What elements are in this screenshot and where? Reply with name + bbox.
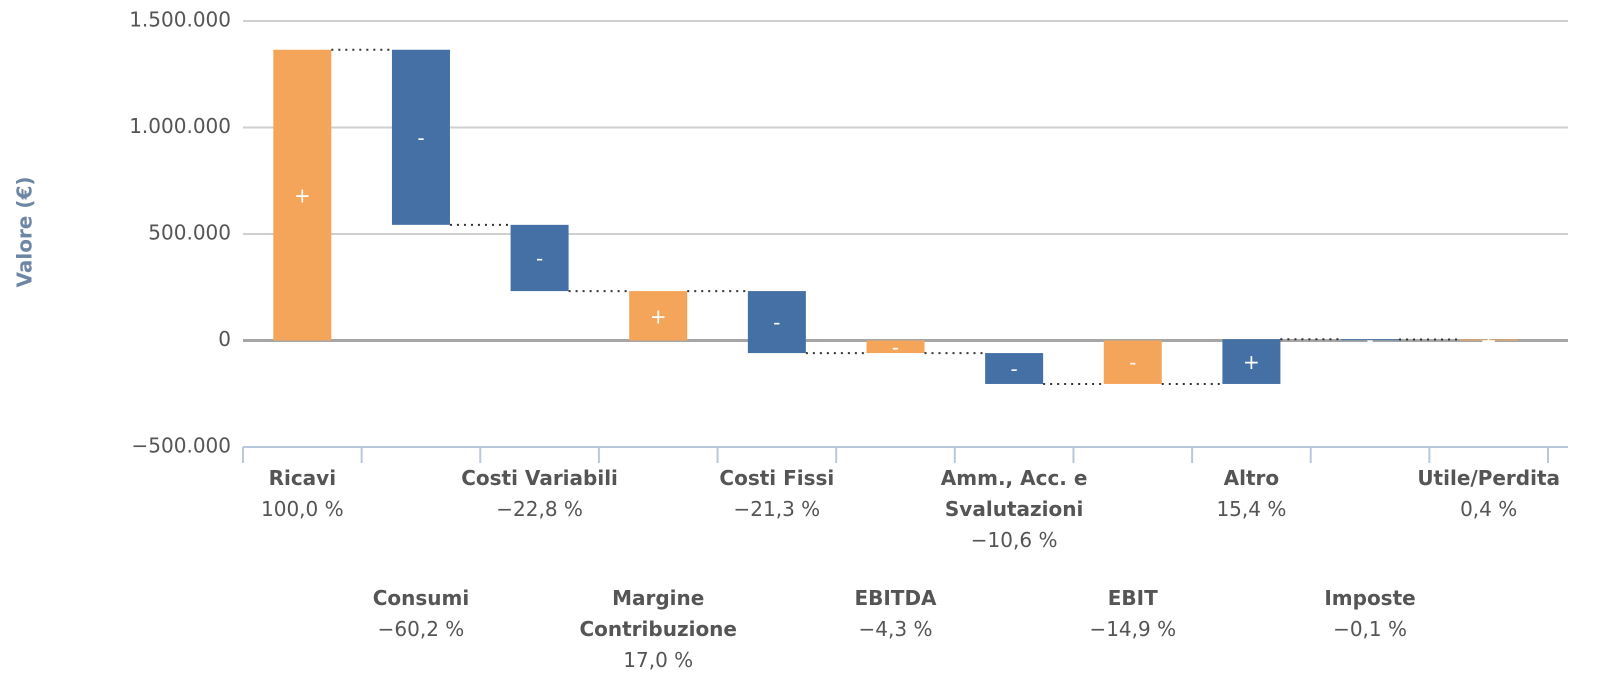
percent-label: −14,9 %: [1089, 617, 1177, 641]
y-tick-label: 1.500.000: [129, 8, 231, 32]
bar-sign: +: [650, 304, 667, 328]
bar: [747, 291, 806, 354]
category-label: Imposte: [1324, 586, 1416, 610]
bar-sign: +: [1480, 329, 1497, 353]
bar-sign: -: [417, 126, 424, 150]
category-label: Costi Fissi: [719, 466, 835, 490]
y-axis-title: Valore (€): [13, 176, 37, 287]
bar: [1341, 339, 1400, 341]
bar-sign: -: [773, 311, 780, 335]
percent-label: −10,6 %: [970, 528, 1058, 552]
bar: [510, 224, 569, 292]
x-label: Costi Variabili −22,8 %: [450, 463, 630, 525]
percent-label: −60,2 %: [377, 617, 465, 641]
bar: [866, 340, 925, 354]
x-label: EBIT −14,9 %: [1043, 583, 1223, 645]
percent-label: 0,4 %: [1460, 497, 1518, 521]
x-label: Utile/Perdita 0,4 %: [1399, 463, 1579, 525]
category-label: Amm., Acc. e Svalutazioni: [940, 466, 1088, 521]
bar: [1222, 339, 1281, 384]
bar: [629, 291, 688, 341]
y-tick-label: 1.000.000: [129, 114, 231, 138]
percent-label: −4,3 %: [858, 617, 933, 641]
category-label: EBIT: [1107, 586, 1158, 610]
bar: [391, 49, 450, 225]
x-label: Amm., Acc. e Svalutazioni −10,6 %: [924, 463, 1104, 556]
category-label: Costi Variabili: [461, 466, 618, 490]
x-label: Margine Contribuzione 17,0 %: [568, 583, 748, 676]
x-label: Ricavi 100,0 %: [212, 463, 392, 525]
x-label: Costi Fissi −21,3 %: [687, 463, 867, 525]
bar-sign: -: [892, 335, 899, 359]
x-label: Imposte −0,1 %: [1280, 583, 1460, 645]
category-label: Ricavi: [268, 466, 337, 490]
category-label: Consumi: [372, 586, 470, 610]
bar-sign: -: [1129, 351, 1136, 375]
percent-label: −21,3 %: [733, 497, 821, 521]
percent-label: −22,8 %: [496, 497, 583, 521]
percent-label: −0,1 %: [1333, 617, 1407, 641]
bar: [985, 353, 1044, 384]
percent-label: 15,4 %: [1216, 497, 1287, 521]
x-label: Consumi −60,2 %: [331, 583, 511, 645]
x-label: EBITDA −4,3 %: [806, 583, 986, 645]
percent-label: 17,0 %: [623, 648, 694, 672]
bar: [273, 49, 332, 341]
percent-label: 100,0 %: [261, 497, 344, 521]
category-label: Utile/Perdita: [1417, 466, 1561, 490]
bar: [1459, 339, 1518, 341]
y-tick-label: 0: [218, 327, 231, 351]
bar-sign: -: [536, 246, 543, 270]
bar: [1103, 340, 1162, 384]
bar-sign: +: [1243, 350, 1260, 374]
x-label: Altro 15,4 %: [1161, 463, 1341, 525]
category-label: EBITDA: [854, 586, 937, 610]
category-label: Margine Contribuzione: [579, 586, 737, 641]
bar-sign: -: [1011, 357, 1018, 381]
bar-sign: +: [294, 184, 311, 208]
category-label: Altro: [1223, 466, 1280, 490]
y-tick-label: 500.000: [148, 221, 231, 245]
y-tick-label: −500.000: [132, 434, 231, 458]
bar-sign: -: [1366, 328, 1373, 352]
